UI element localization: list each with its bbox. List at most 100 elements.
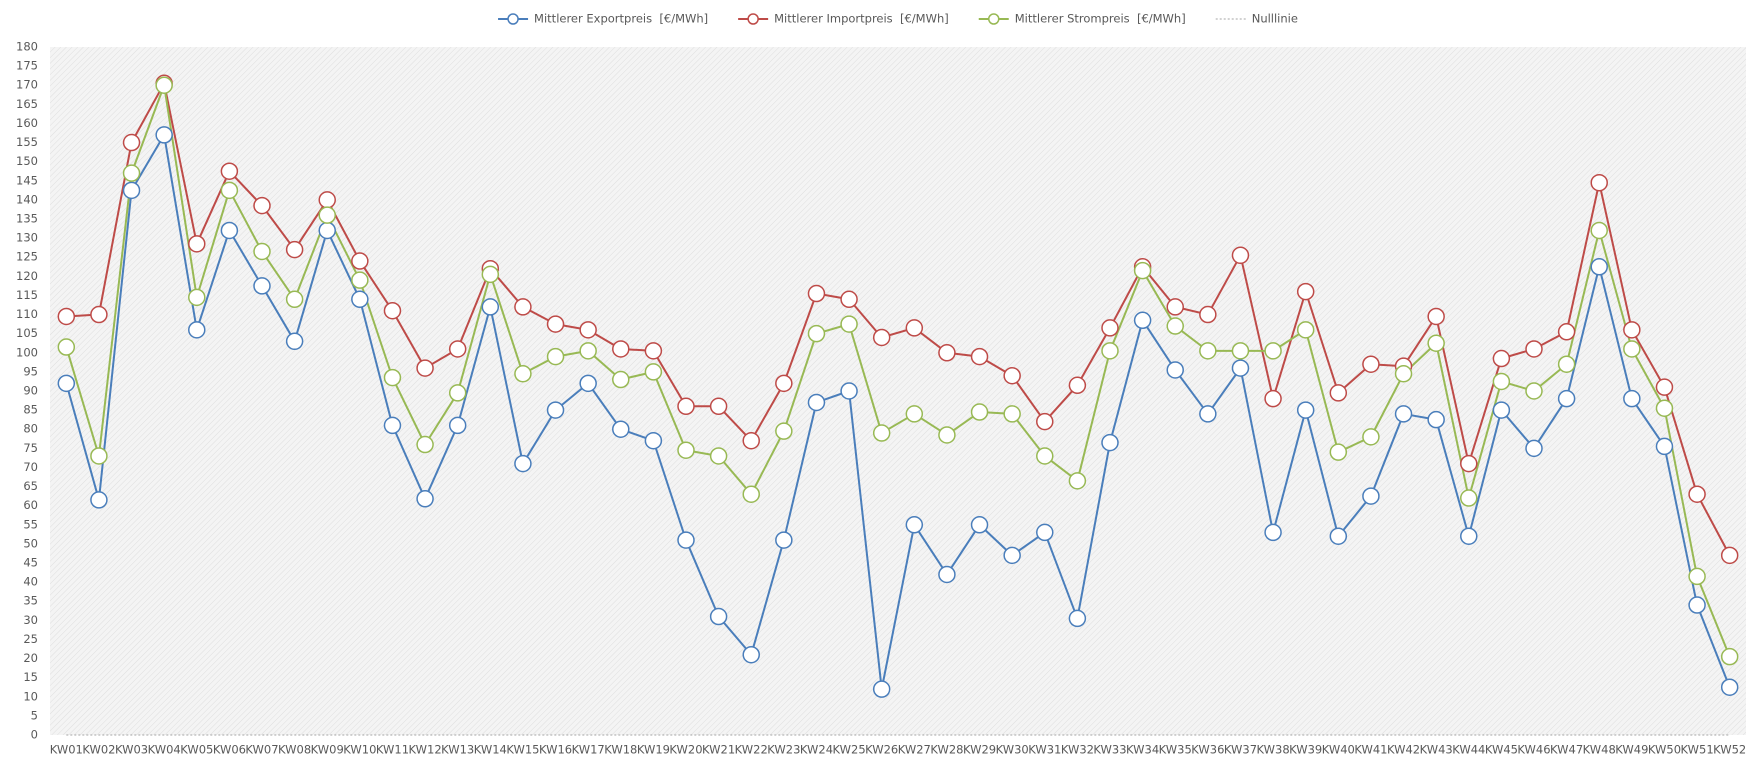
x-tick-label: KW01 [50,743,83,757]
data-point [775,531,793,549]
data-point [1362,355,1380,373]
y-tick-label: 20 [23,651,38,665]
data-point [1166,361,1184,379]
y-tick-label: 10 [23,689,38,703]
y-tick-label: 180 [16,40,38,54]
data-point [1133,261,1152,280]
x-tick-label: KW24 [800,743,833,757]
data-point [1720,647,1739,666]
data-point [1492,349,1511,368]
x-tick-label: KW14 [474,743,507,757]
y-tick-label: 120 [16,269,38,283]
x-tick-label: KW33 [1093,743,1126,757]
y-tick-label: 0 [31,728,38,742]
data-point [1264,523,1282,542]
data-point [481,298,500,316]
y-tick-label: 70 [23,460,38,474]
data-point [481,265,500,284]
data-point [122,181,141,200]
y-tick-label: 50 [23,536,38,550]
y-tick-label: 165 [16,97,38,111]
data-point [644,363,663,381]
legend-item: Mittlerer Exportpreis [€/MWh] [498,12,708,26]
data-point [970,516,989,534]
data-point [742,645,760,664]
x-tick-label: KW16 [539,743,572,757]
y-tick-label: 145 [16,173,38,187]
data-point [1427,307,1445,326]
x-tick-label: KW39 [1289,743,1322,757]
data-point [383,301,402,320]
data-point [383,416,402,435]
x-tick-label: KW38 [1257,743,1290,757]
data-point [90,491,108,509]
data-point [57,307,76,326]
data-point [1525,382,1543,400]
data-point [840,290,858,309]
x-tick-label: KW45 [1485,743,1518,757]
y-tick-label: 55 [23,517,38,531]
data-point [612,370,630,389]
x-tick-label: KW02 [82,743,115,757]
data-point [1133,311,1152,330]
data-point [840,382,858,400]
x-tick-label: KW42 [1387,743,1420,757]
data-point [253,242,271,261]
data-point [1199,342,1217,360]
x-tick-label: KW11 [376,743,409,757]
data-point [1394,405,1413,423]
data-point [807,324,826,343]
data-point [448,416,467,435]
data-point [318,191,336,209]
data-point [1329,443,1348,461]
x-tick-label: KW36 [1191,743,1224,757]
data-point [938,565,956,584]
x-tick-label: KW17 [572,743,605,757]
y-tick-label: 25 [23,632,38,646]
data-point [1362,487,1380,505]
data-point [1460,527,1478,545]
data-point [90,305,108,324]
y-tick-label: 140 [16,192,38,206]
data-point [1525,439,1543,458]
x-tick-label: KW35 [1159,743,1192,757]
data-point [1688,596,1706,614]
x-tick-label: KW21 [702,743,735,757]
x-tick-label: KW30 [996,743,1029,757]
data-point [90,447,108,465]
data-point [1525,340,1543,358]
y-tick-label: 95 [23,364,38,378]
data-point [285,240,304,259]
data-point [905,516,924,534]
data-point [1068,472,1087,490]
data-point [383,368,402,387]
data-point [1590,258,1608,276]
x-tick-label: KW44 [1452,743,1485,757]
data-point [612,340,630,358]
data-point [1296,282,1315,301]
data-point [1264,389,1282,408]
data-point [1231,246,1250,265]
y-tick-label: 175 [16,59,38,73]
legend: Mittlerer Exportpreis [€/MWh] Mittlerer I… [498,12,1298,26]
data-point [285,332,304,351]
data-point [1231,359,1250,377]
x-tick-label: KW50 [1648,743,1681,757]
data-point [1231,342,1250,360]
data-point [122,133,141,152]
data-point [1655,399,1674,417]
x-tick-label: KW29 [963,743,996,757]
data-point [1101,433,1119,452]
data-point [1329,527,1348,545]
x-tick-label: KW27 [898,743,931,757]
data-point [57,338,76,356]
x-tick-label: KW19 [637,743,670,757]
data-point [1557,389,1576,408]
data-point [1362,428,1380,446]
y-tick-label: 65 [23,479,38,493]
plot-area [50,47,1746,735]
data-point [970,347,989,366]
data-point [644,431,663,450]
data-point [1296,401,1315,419]
